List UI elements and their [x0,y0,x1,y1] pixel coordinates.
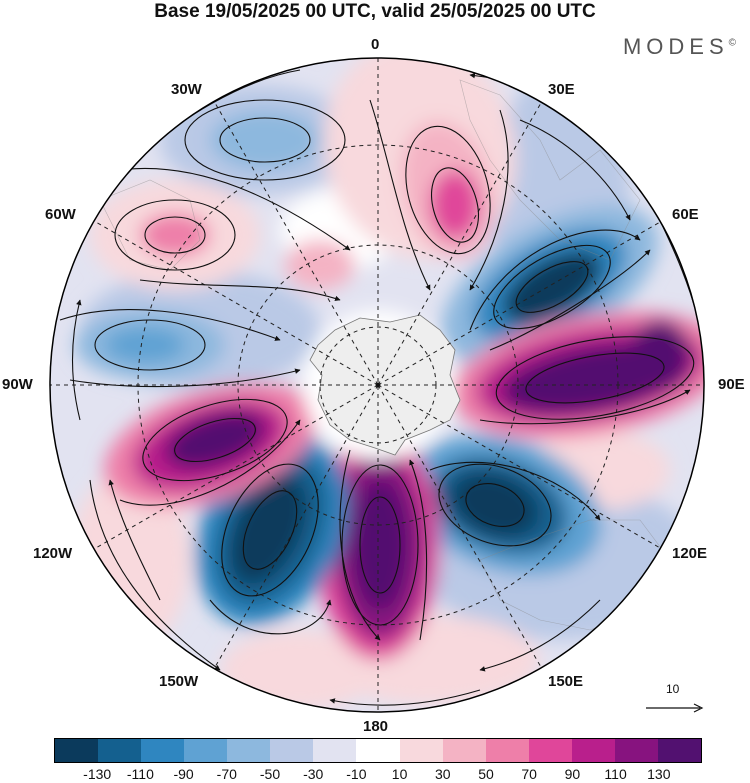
anomaly-field [50,58,704,712]
lon-label-120e: 120E [672,545,708,562]
colorbar-tick-label: 10 [391,766,408,782]
brand-logo: MODES© [623,34,736,60]
arrow-right-icon [646,703,704,713]
colorbar-tick-label: -110 [126,766,154,782]
lon-label-120w: 120W [33,545,73,562]
colorbar-tick-label: 110 [604,766,627,782]
colorbar-tick-label: -70 [216,766,237,782]
lon-label-150e: 150E [548,673,584,690]
lon-label-180: 180 [363,718,389,735]
colorbar-tick-label: 70 [521,766,537,782]
lon-label-90e: 90E [718,376,745,393]
africa-outline [459,79,641,261]
colorbar-tick-label: 50 [478,766,494,782]
colorbar-tick-label: -30 [303,766,324,782]
colorbar-tick-label: -130 [83,766,112,782]
colorbar-swatch [270,739,314,762]
colorbar-swatch [141,739,185,762]
lon-label-60e: 60E [672,206,699,223]
lon-label-0: 0 [371,36,380,53]
colorbar-swatch [571,739,615,762]
lon-label-150w: 150W [159,673,199,690]
colorbar-ticks: -130 -110 -90 -70 -50 -30 -10 10 30 50 70 90 110 130 [54,766,702,783]
colorbar-swatch [227,739,271,762]
colorbar-swatch [399,739,443,762]
colorbar-tick-label: 90 [564,766,581,782]
lon-label-30e: 30E [548,81,575,98]
colorbar-swatch [442,739,486,762]
map-boundary [49,57,705,713]
colorbar-swatch [614,739,658,762]
colorbar-tick-label: -10 [346,766,367,782]
lon-label-90w: 90W [2,376,33,393]
colorbar-tick-label: -90 [173,766,194,782]
colorbar-swatch [98,739,142,762]
colorbar-swatch [657,739,701,762]
lon-label-30w: 30W [171,81,202,98]
brand-mark: © [728,37,736,49]
colorbar-tick-label: -50 [259,766,281,782]
colorbar-tick-label: 30 [435,766,451,782]
vector-reference-value: 10 [666,682,680,696]
colorbar-swatch [313,739,357,762]
colorbar-swatch [528,739,572,762]
brand-text: MODES [622,34,729,59]
lon-label-60w: 60W [45,206,76,223]
wind-streamlines [59,69,704,706]
colorbar-swatch [55,739,99,762]
colorbar-tick-label: 130 [647,766,671,782]
map-title: Base 19/05/2025 00 UTC, valid 25/05/2025… [154,1,596,22]
colorbar [54,738,702,763]
colorbar-swatch [184,739,228,762]
vector-reference: 10 [644,682,704,722]
south-pole-marker [375,382,381,388]
colorbar-swatch [485,739,529,762]
colorbar-swatch [356,739,400,762]
south-america-outline [99,179,201,271]
